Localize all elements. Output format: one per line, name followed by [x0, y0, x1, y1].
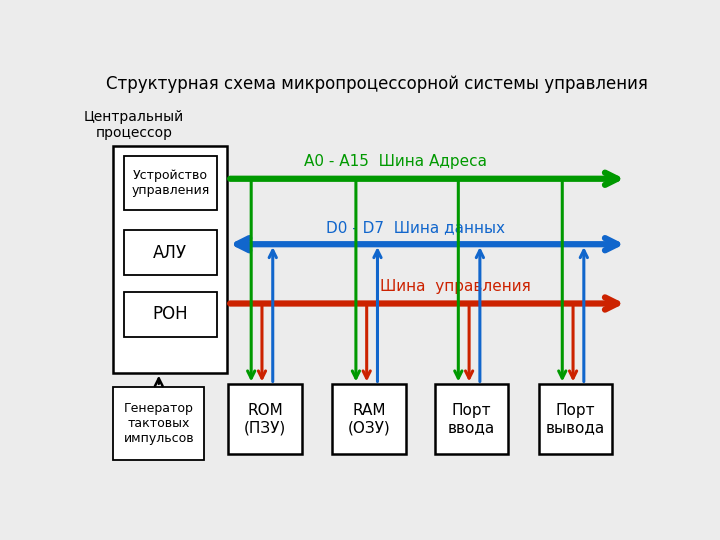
Text: Центральный
процессор: Центральный процессор: [84, 110, 184, 140]
Text: РОН: РОН: [153, 305, 188, 323]
Text: Генератор
тактовых
импульсов: Генератор тактовых импульсов: [123, 402, 194, 445]
Bar: [539, 384, 612, 454]
Bar: [124, 231, 217, 275]
Bar: [228, 384, 302, 454]
Bar: [113, 146, 228, 373]
Bar: [435, 384, 508, 454]
Text: RAM
(ОЗУ): RAM (ОЗУ): [348, 403, 390, 435]
Text: D0 - D7  Шина данных: D0 - D7 Шина данных: [325, 220, 505, 235]
Bar: [124, 292, 217, 336]
Bar: [124, 156, 217, 210]
Bar: [113, 387, 204, 460]
Bar: [333, 384, 405, 454]
Text: Шина  управления: Шина управления: [379, 279, 531, 294]
Text: Структурная схема микропроцессорной системы управления: Структурная схема микропроцессорной сист…: [106, 75, 647, 93]
Text: Порт
ввода: Порт ввода: [448, 403, 495, 435]
Text: ROM
(ПЗУ): ROM (ПЗУ): [244, 403, 286, 435]
Text: АЛУ: АЛУ: [153, 244, 187, 262]
Text: Порт
вывода: Порт вывода: [546, 403, 605, 435]
Text: Устройство
управления: Устройство управления: [131, 168, 210, 197]
Text: А0 - А15  Шина Адреса: А0 - А15 Шина Адреса: [304, 154, 487, 170]
